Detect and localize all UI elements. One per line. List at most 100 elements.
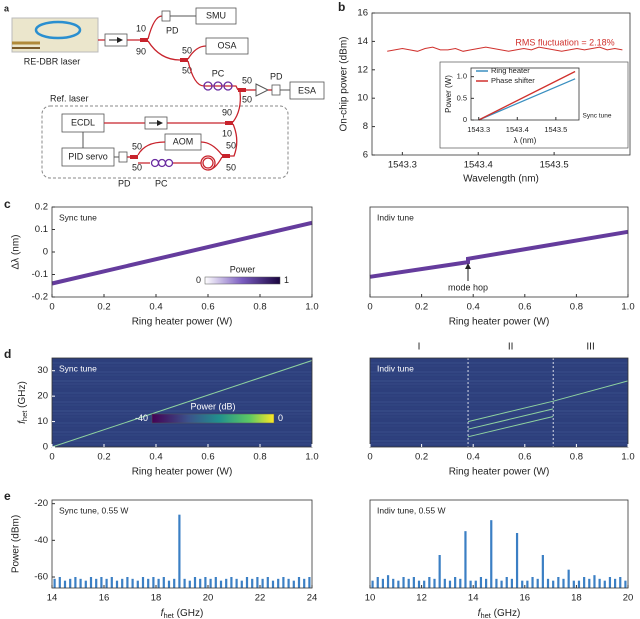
fiber bbox=[187, 60, 239, 91]
x-tick-label: 1.0 bbox=[621, 302, 634, 313]
bar bbox=[209, 578, 212, 588]
bar bbox=[459, 578, 462, 588]
x-tick-label: 24 bbox=[307, 593, 318, 604]
annotation: mode hop bbox=[448, 282, 488, 292]
bar bbox=[74, 577, 77, 588]
bar bbox=[141, 577, 145, 588]
fiber bbox=[147, 15, 163, 40]
bar bbox=[69, 578, 72, 588]
plot-label: Indiv tune, 0.55 W bbox=[377, 505, 446, 515]
bar bbox=[464, 531, 467, 588]
bar bbox=[277, 578, 280, 588]
beat-line bbox=[467, 380, 629, 423]
colorbar-title: Power bbox=[230, 264, 256, 274]
ridge bbox=[51, 220, 313, 286]
ref-laser-frame bbox=[41, 105, 289, 179]
pc-label: PC bbox=[155, 178, 168, 188]
bar bbox=[614, 578, 617, 588]
bar bbox=[89, 577, 93, 588]
panel-label: d bbox=[4, 347, 11, 361]
axis-subscript: het bbox=[163, 611, 174, 619]
data-line bbox=[387, 46, 623, 52]
bar bbox=[261, 578, 264, 588]
pd-label: PD bbox=[118, 178, 131, 188]
bar bbox=[271, 580, 275, 588]
x-tick-label: 0 bbox=[367, 452, 372, 463]
x-tick-label: 1543.3 bbox=[388, 160, 417, 171]
bar bbox=[162, 577, 165, 588]
coupler bbox=[180, 58, 188, 62]
bar bbox=[423, 580, 426, 588]
x-tick-label: 18 bbox=[151, 593, 162, 604]
axis-subscript: het bbox=[20, 410, 29, 421]
x-tick-label: 20 bbox=[203, 593, 214, 604]
port-label: 50 bbox=[226, 140, 236, 150]
fiber bbox=[230, 123, 238, 157]
pc-loop bbox=[213, 81, 223, 91]
bar bbox=[397, 580, 400, 588]
y-tick-label: -0.1 bbox=[32, 269, 48, 280]
bar bbox=[214, 577, 217, 588]
x-tick-label: 1.0 bbox=[621, 452, 634, 463]
bar bbox=[100, 577, 103, 588]
coupler bbox=[222, 154, 230, 158]
x-tick-label: 0.8 bbox=[570, 302, 583, 313]
port-label: 50 bbox=[242, 75, 252, 85]
axis-title: Ring heater power (W) bbox=[132, 467, 233, 478]
bar bbox=[407, 578, 410, 588]
region-label: III bbox=[586, 342, 594, 353]
photodiode bbox=[118, 151, 128, 163]
port-label: 10 bbox=[222, 128, 232, 138]
x-tick-label: 1.0 bbox=[305, 302, 318, 313]
plot-frame bbox=[369, 206, 629, 298]
plot-label: Sync tune bbox=[59, 212, 97, 222]
bar bbox=[479, 577, 483, 588]
x-tick-label: 0.6 bbox=[518, 302, 531, 313]
bar bbox=[531, 577, 534, 588]
axis-title: Power (dBm) bbox=[11, 515, 22, 573]
x-tick-label: 0.4 bbox=[467, 302, 480, 313]
x-tick-label: 18 bbox=[571, 593, 582, 604]
x-tick-label: 0.2 bbox=[415, 302, 428, 313]
bar bbox=[110, 577, 113, 588]
x-tick-label: 22 bbox=[255, 593, 266, 604]
bar bbox=[204, 577, 207, 588]
bar bbox=[567, 569, 570, 588]
smu-box bbox=[195, 7, 237, 25]
ecdl-label: ECDL bbox=[71, 117, 95, 127]
port-label: 10 bbox=[136, 23, 146, 33]
x-tick-label: 0.8 bbox=[253, 302, 266, 313]
beat-line bbox=[51, 360, 313, 448]
bar bbox=[230, 577, 233, 588]
fiber bbox=[232, 91, 241, 123]
bar bbox=[297, 577, 301, 588]
esa-box bbox=[289, 81, 325, 100]
x-tick-label: 0.6 bbox=[518, 452, 531, 463]
bar bbox=[157, 578, 160, 588]
panel-label: b bbox=[338, 0, 345, 14]
bar bbox=[79, 578, 82, 588]
plot-frame bbox=[470, 67, 580, 121]
bar bbox=[287, 578, 290, 588]
bar bbox=[136, 580, 139, 588]
x-tick-label: 0 bbox=[49, 302, 54, 313]
y-tick-label: 0 bbox=[43, 247, 48, 258]
colorbar-title: Power (dB) bbox=[190, 401, 235, 411]
axis-title: On-chip power (dBm) bbox=[339, 36, 350, 131]
axis-symbol: f bbox=[478, 608, 482, 619]
ref-laser-label: Ref. laser bbox=[50, 93, 89, 103]
fiber-coil bbox=[202, 157, 214, 169]
x-tick-label: 1543.4 bbox=[506, 125, 529, 134]
bar bbox=[438, 555, 441, 588]
x-tick-label: 14 bbox=[47, 593, 58, 604]
bar bbox=[178, 514, 181, 588]
aom-label: AOM bbox=[173, 136, 194, 146]
bar bbox=[188, 580, 191, 588]
pid-box bbox=[61, 147, 115, 167]
axis-symbol: f bbox=[17, 420, 28, 424]
plot-label: Sync tune, 0.55 W bbox=[59, 505, 128, 515]
x-tick-label: 0 bbox=[367, 302, 372, 313]
y-tick-label: 14 bbox=[357, 36, 368, 47]
beat-line bbox=[467, 416, 554, 438]
y-tick-label: 0.2 bbox=[35, 202, 48, 213]
